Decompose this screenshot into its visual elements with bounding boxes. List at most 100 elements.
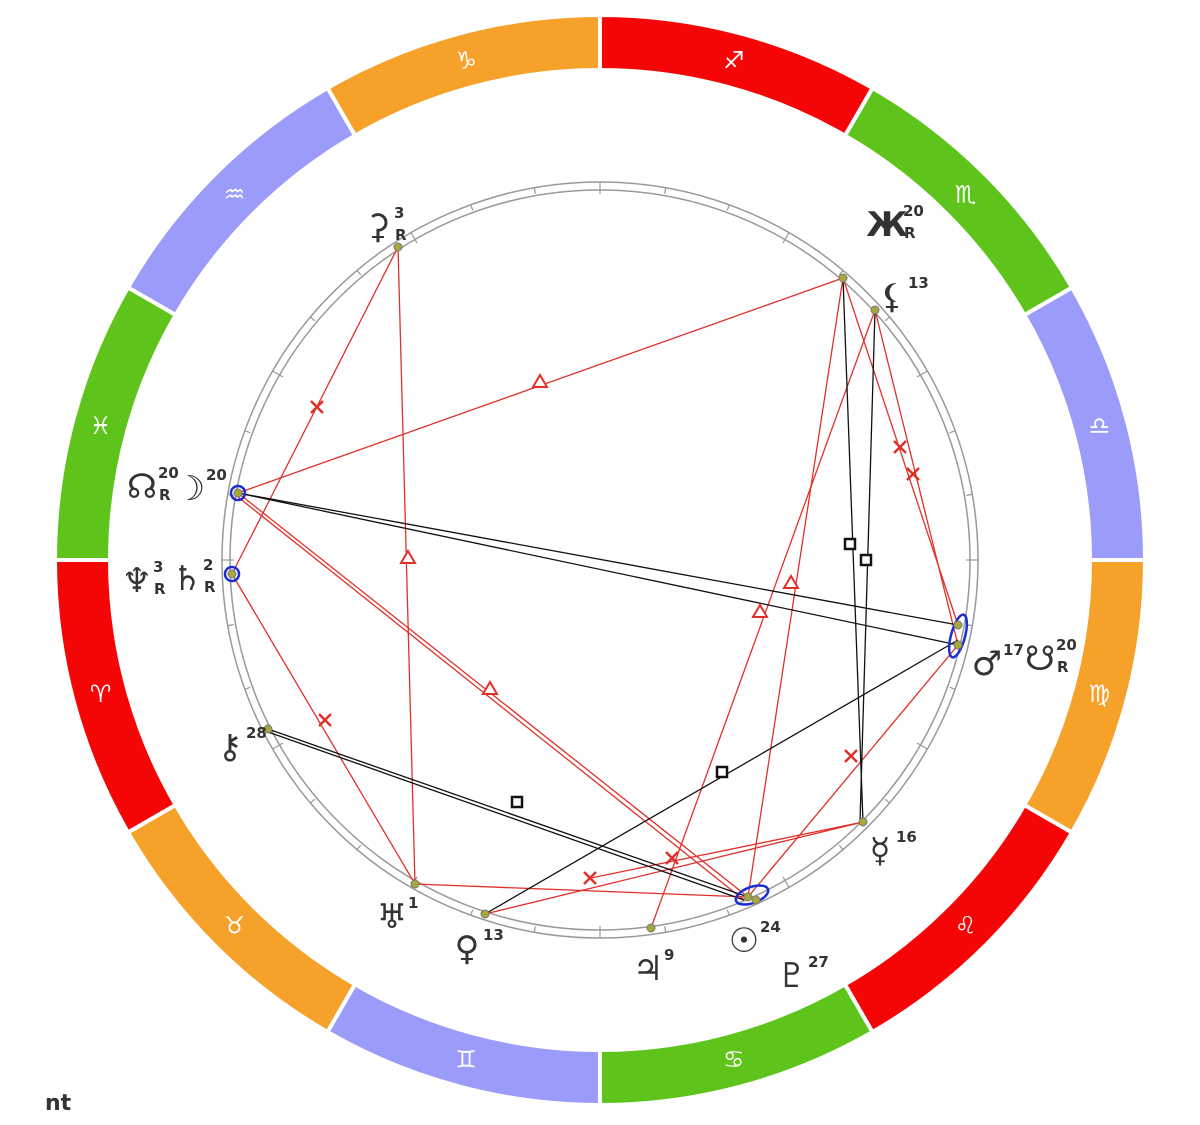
- planet-degree: 28: [246, 724, 267, 742]
- planet-dot: [743, 892, 753, 902]
- tick: [244, 430, 251, 434]
- planet-glyph: ☿: [870, 831, 891, 871]
- planet-dot: [410, 879, 420, 889]
- tick: [470, 204, 474, 211]
- tick: [356, 270, 362, 276]
- tick: [244, 686, 251, 690]
- zodiac-sign: ♒: [224, 180, 246, 208]
- planet-degree: 13: [908, 274, 929, 292]
- planet-glyph: Ж: [866, 205, 908, 245]
- planet-glyph: ☽: [175, 469, 205, 509]
- zodiac-sign: ♎: [1089, 412, 1111, 440]
- planet-degree: 17: [1003, 641, 1024, 659]
- planet-dot: [838, 273, 848, 283]
- zodiac-sign: ♏: [955, 180, 977, 208]
- footer-label: nt: [45, 1091, 72, 1116]
- planet-glyph: ♂: [972, 644, 1002, 684]
- tick: [966, 493, 973, 496]
- planet-glyph: ☊: [127, 467, 157, 507]
- tick: [664, 187, 667, 194]
- planet-glyph: ♅: [377, 897, 407, 937]
- planet-dot: [233, 488, 243, 498]
- zodiac-segment: [1021, 284, 1148, 562]
- planet-degree: 24: [760, 918, 781, 936]
- tick: [884, 798, 890, 804]
- planet-dot: [858, 817, 868, 827]
- tick: [838, 270, 844, 276]
- retrograde-mark: R: [154, 580, 166, 598]
- zodiac-sign: ♌: [955, 912, 977, 940]
- planet-glyph: ☋: [1025, 639, 1055, 679]
- planet-degree: 20: [206, 466, 227, 484]
- tick: [310, 316, 316, 322]
- aspect-symbols: [310, 373, 920, 885]
- zodiac-segment: [598, 12, 876, 139]
- planet-glyph: ♆: [122, 561, 152, 601]
- tick: [272, 370, 284, 378]
- retrograde-mark: R: [904, 224, 916, 242]
- tick: [949, 430, 956, 434]
- zodiac-ring: ♑ ♒ ♓ ♈ ♉ ♊ ♋ ♌ ♍ ♎ ♏ ♐: [52, 12, 1148, 1108]
- tick: [884, 316, 890, 322]
- planet-degree: 2: [203, 556, 213, 574]
- conjunction-rings: [223, 484, 969, 906]
- zodiac-sign: ♋: [723, 1045, 745, 1073]
- zodiac-segment: [1021, 558, 1148, 836]
- tick: [916, 742, 928, 750]
- planet-dot: [870, 305, 880, 315]
- planet-dot: [393, 242, 403, 252]
- zodiac-sign: ♍: [1089, 680, 1111, 708]
- aspect-lines: [231, 246, 959, 929]
- planet-degree: 20: [158, 464, 179, 482]
- tick: [533, 926, 536, 933]
- retrograde-mark: R: [395, 226, 407, 244]
- tick: [782, 232, 790, 244]
- zodiac-sign: ♊: [455, 1045, 477, 1073]
- planet-degree: 20: [1056, 636, 1077, 654]
- planet-degree: 27: [808, 953, 829, 971]
- tick: [410, 232, 418, 244]
- planet-dot: [646, 923, 656, 933]
- tick: [533, 187, 536, 194]
- zodiac-segment: [52, 284, 179, 562]
- retrograde-mark: R: [204, 578, 216, 596]
- planet-glyph: ⚳: [366, 207, 391, 247]
- zodiac-segment: [52, 558, 179, 836]
- planet-degree: 20: [903, 202, 924, 220]
- tick: [726, 909, 730, 916]
- tick: [227, 624, 234, 627]
- planet-glyph: ♀: [455, 929, 480, 969]
- planet-dot: [953, 620, 963, 630]
- planet-dot: [227, 569, 237, 579]
- planet-degree: 16: [896, 828, 917, 846]
- planet-dot: [263, 724, 273, 734]
- planet-degree: 3: [153, 558, 163, 576]
- planet-glyph: ☉: [729, 921, 759, 961]
- zodiac-segment: [324, 12, 602, 139]
- zodiac-sign: ♓: [90, 412, 112, 440]
- retrograde-mark: R: [1057, 658, 1069, 676]
- tick: [356, 844, 362, 850]
- planet-glyph: ♄: [172, 559, 202, 599]
- planet-dot: [751, 895, 761, 905]
- tick: [310, 798, 316, 804]
- tick: [726, 204, 730, 211]
- planet-glyph: ♇: [777, 956, 807, 996]
- tick: [838, 844, 844, 850]
- tick: [949, 686, 956, 690]
- zodiac-sign: ♈: [90, 680, 112, 708]
- tick: [782, 876, 790, 888]
- tick: [470, 909, 474, 916]
- zodiac-sign: ♐: [723, 47, 745, 75]
- tick: [664, 926, 667, 933]
- planet-degree: 13: [483, 926, 504, 944]
- zodiac-sign: ♉: [224, 912, 246, 940]
- planet-dot: [480, 909, 490, 919]
- planet-glyph: ⚷: [218, 727, 243, 767]
- tick: [272, 742, 284, 750]
- planet-degree: 9: [664, 946, 674, 964]
- tick: [916, 370, 928, 378]
- planet-degree: 3: [394, 204, 404, 222]
- planet-degree: 1: [408, 894, 418, 912]
